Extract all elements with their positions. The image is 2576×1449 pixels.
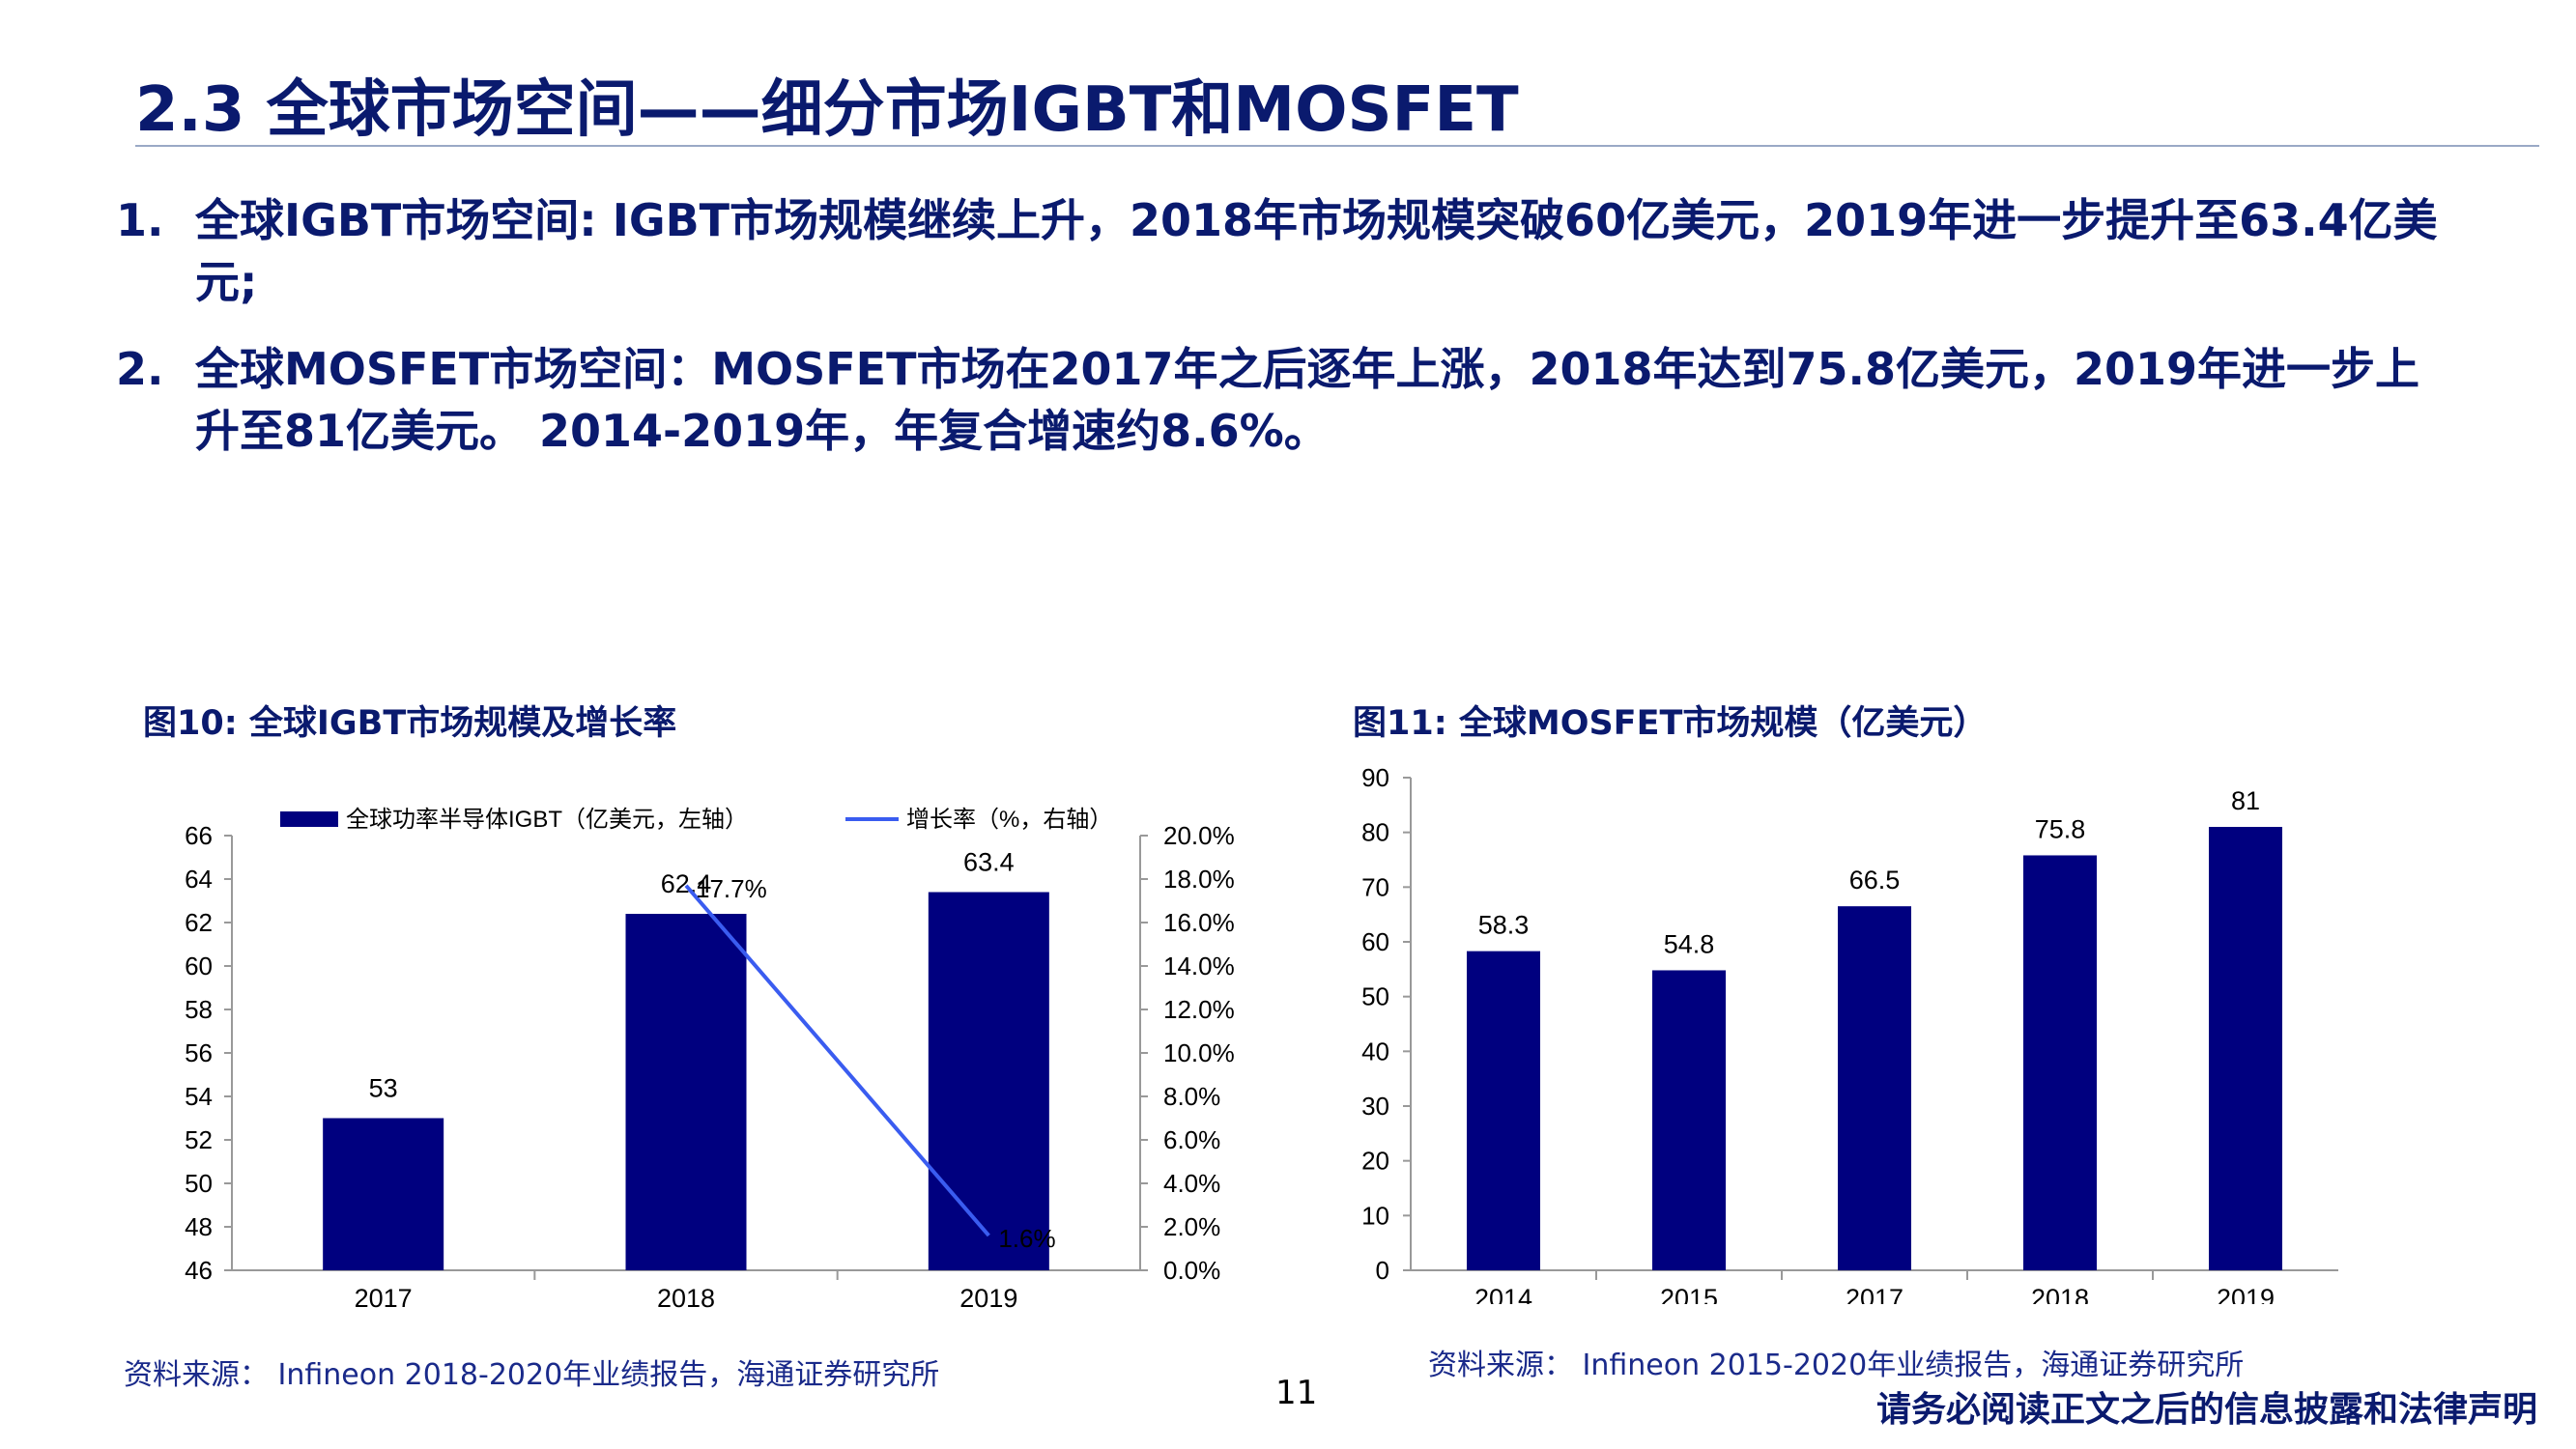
y-tick-label: 60	[1361, 927, 1389, 956]
y2-tick-label: 10.0%	[1163, 1038, 1235, 1067]
figure-11-source: 资料来源： Infineon 2015-2020年业绩报告，海通证券研究所	[1428, 1341, 2244, 1383]
y-tick-label: 52	[185, 1125, 213, 1154]
bullet-item-2: 2. 全球MOSFET市场空间：MOSFET市场在2017年之后逐年上涨，201…	[116, 338, 2454, 462]
y2-tick-label: 0.0%	[1163, 1256, 1220, 1285]
legend-label: 全球功率半导体IGBT（亿美元，左轴）	[346, 807, 748, 833]
y-tick-label: 50	[185, 1169, 213, 1198]
bullet-list: 1. 全球IGBT市场空间: IGBT市场规模继续上升，2018年市场规模突破6…	[116, 189, 2454, 487]
bar-value-label: 63.4	[963, 848, 1015, 877]
slide-title: 2.3 全球市场空间——细分市场IGBT和MOSFET	[135, 60, 1519, 149]
y-tick-label: 66	[185, 821, 213, 850]
y-tick-label: 60	[185, 952, 213, 980]
y-tick-label: 54	[185, 1082, 213, 1111]
bar-value-label: 54.8	[1664, 929, 1715, 958]
y2-tick-label: 16.0%	[1163, 908, 1235, 937]
y-tick-label: 58	[185, 995, 213, 1024]
mosfet-market-chart: 0 10 20 30 40 50 60 70 80 90 58.3 2014 54.8 2015 66.5 2…	[1333, 763, 2416, 1304]
bar-value-label: 53	[369, 1074, 398, 1103]
bar-value-label: 81	[2231, 786, 2260, 815]
bar	[626, 914, 747, 1270]
y-tick-label: 10	[1361, 1201, 1389, 1230]
page-number: 11	[1275, 1374, 1317, 1412]
x-tick-label: 2019	[959, 1284, 1017, 1313]
x-tick-label: 2018	[2031, 1284, 2089, 1304]
y2-tick-label: 20.0%	[1163, 821, 1235, 850]
legend-swatch-bar	[280, 811, 338, 827]
bullet-text: 全球IGBT市场空间: IGBT市场规模继续上升，2018年市场规模突破60亿美…	[195, 189, 2454, 313]
y2-tick-label: 2.0%	[1163, 1212, 1220, 1241]
bar-value-label: 66.5	[1849, 866, 1901, 895]
bar-value-label: 75.8	[2035, 814, 2086, 843]
bar	[2209, 827, 2282, 1270]
y-tick-label: 50	[1361, 982, 1389, 1011]
y-tick-label: 64	[185, 865, 213, 894]
figure-10-title: 图10: 全球IGBT市场规模及增长率	[143, 696, 676, 745]
x-tick-label: 2019	[2217, 1284, 2275, 1304]
y-tick-label: 56	[185, 1038, 213, 1067]
bar	[323, 1119, 444, 1271]
bar	[1652, 970, 1726, 1270]
bullet-number: 1.	[116, 189, 195, 313]
igbt-market-chart: 46 48 50 52 54 56 58 60 62 64 66 0.0% 2.0% 4.0% 6.0% 8.…	[126, 792, 1314, 1314]
y-tick-label: 20	[1361, 1147, 1389, 1176]
bar	[929, 893, 1049, 1271]
bar-value-label: 58.3	[1478, 911, 1530, 940]
y-tick-label: 62	[185, 908, 213, 937]
bar	[2023, 855, 2097, 1270]
figure-10-source: 资料来源： Infineon 2018-2020年业绩报告，海通证券研究所	[124, 1350, 939, 1393]
line-value-label: 17.7%	[696, 874, 767, 903]
legend-label: 增长率（%，右轴）	[906, 807, 1112, 833]
title-divider	[135, 145, 2539, 147]
y2-tick-label: 18.0%	[1163, 865, 1235, 894]
y2-tick-label: 14.0%	[1163, 952, 1235, 980]
x-tick-label: 2017	[1846, 1284, 1903, 1304]
y-tick-label: 40	[1361, 1037, 1389, 1065]
y-tick-label: 90	[1361, 763, 1389, 792]
bullet-item-1: 1. 全球IGBT市场空间: IGBT市场规模继续上升，2018年市场规模突破6…	[116, 189, 2454, 313]
y-tick-label: 46	[185, 1256, 213, 1285]
x-tick-label: 2015	[1660, 1284, 1718, 1304]
figure-11-title: 图11: 全球MOSFET市场规模（亿美元）	[1353, 696, 1987, 745]
line-value-label: 1.6%	[998, 1224, 1055, 1253]
y2-tick-label: 8.0%	[1163, 1082, 1220, 1111]
legal-disclaimer: 请务必阅读正文之后的信息披露和法律声明	[1876, 1381, 2537, 1432]
bar	[1467, 952, 1540, 1270]
x-tick-label: 2017	[355, 1284, 413, 1313]
y-tick-label: 30	[1361, 1092, 1389, 1121]
x-tick-label: 2014	[1474, 1284, 1532, 1304]
bullet-text: 全球MOSFET市场空间：MOSFET市场在2017年之后逐年上涨，2018年达…	[195, 338, 2454, 462]
y2-tick-label: 6.0%	[1163, 1125, 1220, 1154]
x-tick-label: 2018	[657, 1284, 715, 1313]
y2-tick-label: 12.0%	[1163, 995, 1235, 1024]
bullet-number: 2.	[116, 338, 195, 462]
bar	[1838, 906, 1911, 1270]
y-tick-label: 0	[1376, 1256, 1389, 1285]
y-tick-label: 48	[185, 1212, 213, 1241]
y-tick-label: 70	[1361, 872, 1389, 901]
y2-tick-label: 4.0%	[1163, 1169, 1220, 1198]
y-tick-label: 80	[1361, 818, 1389, 847]
